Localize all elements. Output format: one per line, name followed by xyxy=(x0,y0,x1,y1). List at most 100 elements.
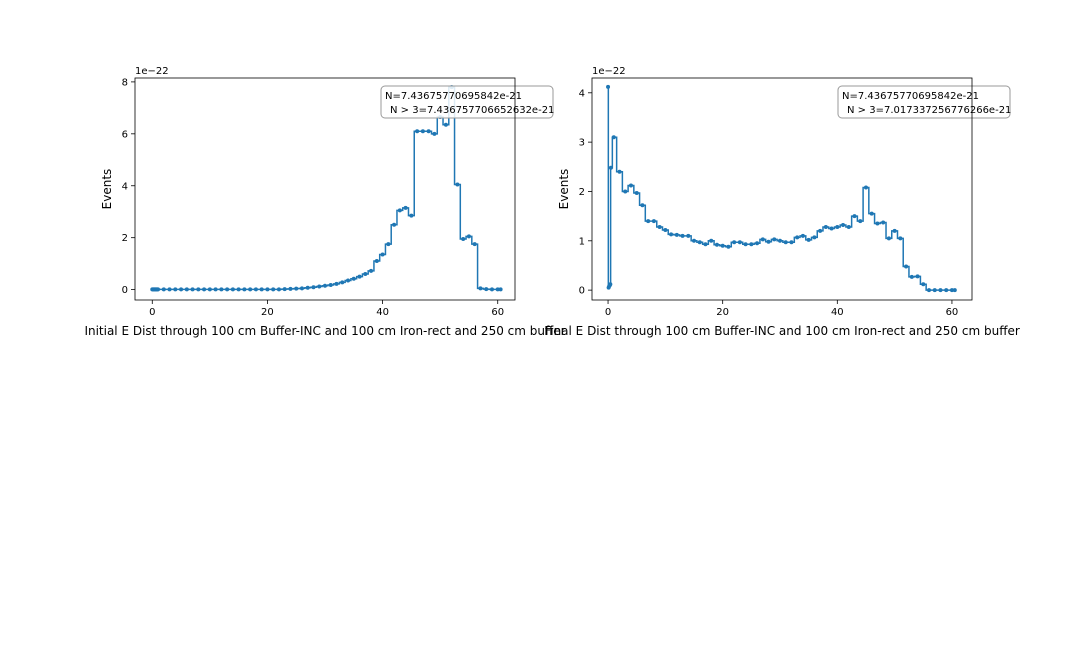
data-point xyxy=(294,286,299,291)
data-point xyxy=(184,287,189,292)
data-point xyxy=(443,122,448,127)
data-point xyxy=(489,287,494,292)
data-point xyxy=(726,244,731,249)
data-point xyxy=(207,287,212,292)
x-tick-label: 40 xyxy=(376,307,389,318)
data-point xyxy=(461,236,466,241)
data-point xyxy=(271,287,276,292)
data-point xyxy=(898,236,903,241)
data-point xyxy=(949,288,954,293)
data-point xyxy=(841,223,846,228)
y-tick-label: 4 xyxy=(122,181,128,192)
data-point xyxy=(415,129,420,134)
y-axis-label: Events xyxy=(100,169,114,210)
annotation-box xyxy=(380,85,554,119)
data-point xyxy=(323,283,327,288)
chart-1: N=7.43675770695842e-21 N > 3=7.4367577066… xyxy=(84,66,565,338)
y-tick-label: 4 xyxy=(579,88,585,99)
data-point xyxy=(484,287,489,292)
data-point xyxy=(823,224,828,229)
data-point xyxy=(334,281,339,286)
data-point xyxy=(783,240,788,245)
y-axis-label: Events xyxy=(557,169,571,210)
data-point xyxy=(219,287,224,292)
data-point xyxy=(623,189,628,194)
data-point xyxy=(944,288,949,293)
data-point xyxy=(611,135,616,140)
x-axis-label: Initial E Dist through 100 cm Buffer-INC… xyxy=(84,324,565,338)
data-point xyxy=(806,237,811,242)
data-point xyxy=(351,276,356,281)
x-tick-label: 60 xyxy=(946,307,959,318)
data-point xyxy=(608,165,613,170)
data-point xyxy=(311,285,316,290)
data-point xyxy=(242,287,247,292)
data-point xyxy=(253,287,258,292)
data-point xyxy=(606,84,611,89)
data-point xyxy=(732,240,737,245)
data-point xyxy=(692,238,697,243)
data-point xyxy=(709,238,714,243)
data-point xyxy=(432,131,437,136)
data-point xyxy=(789,240,794,245)
data-point xyxy=(466,234,471,239)
data-point xyxy=(455,182,460,187)
data-point xyxy=(749,242,754,247)
data-point xyxy=(317,284,322,289)
x-tick-label: 60 xyxy=(491,307,504,318)
data-point xyxy=(737,240,742,245)
y-scale-label: 1e−22 xyxy=(592,66,626,77)
data-point xyxy=(230,287,235,292)
data-point xyxy=(697,240,702,245)
data-point xyxy=(686,233,691,238)
data-point xyxy=(340,280,345,285)
data-point xyxy=(265,287,270,292)
data-point xyxy=(777,238,782,243)
y-tick-label: 6 xyxy=(122,129,128,140)
data-point xyxy=(938,288,943,293)
y-tick-label: 2 xyxy=(122,233,128,244)
data-point xyxy=(651,219,656,224)
data-point xyxy=(904,264,909,269)
data-point xyxy=(363,272,368,277)
data-point xyxy=(156,287,161,292)
data-point xyxy=(812,235,817,240)
data-point xyxy=(766,239,771,244)
plot-area xyxy=(606,84,957,293)
y-tick-label: 8 xyxy=(122,77,128,88)
data-point xyxy=(743,242,748,247)
x-axis-label: Final E Dist through 100 cm Buffer-INC a… xyxy=(544,324,1020,338)
data-point xyxy=(236,287,241,292)
data-point xyxy=(909,274,914,279)
data-point xyxy=(190,287,195,292)
data-point xyxy=(755,241,760,246)
data-point xyxy=(714,242,719,247)
data-point xyxy=(628,183,633,188)
data-point xyxy=(386,242,391,247)
data-point xyxy=(795,235,800,240)
data-point xyxy=(328,282,333,287)
data-point xyxy=(357,274,362,279)
y-scale-label: 1e−22 xyxy=(135,66,169,77)
data-point xyxy=(703,242,708,247)
data-point xyxy=(299,286,304,291)
data-point xyxy=(196,287,201,292)
x-tick-label: 40 xyxy=(831,307,844,318)
data-point xyxy=(663,227,668,232)
axes-frame xyxy=(134,77,516,301)
data-point xyxy=(680,233,685,238)
data-point xyxy=(202,287,207,292)
data-point xyxy=(657,224,662,229)
data-point xyxy=(835,224,840,229)
data-point xyxy=(772,237,777,242)
x-tick-label: 20 xyxy=(261,307,274,318)
data-point xyxy=(760,237,765,242)
data-point xyxy=(409,213,414,218)
data-point xyxy=(952,288,957,293)
annotation-box xyxy=(837,85,1011,119)
data-point xyxy=(846,224,851,229)
data-point xyxy=(167,287,172,292)
data-point xyxy=(617,169,622,174)
data-point xyxy=(380,252,385,257)
